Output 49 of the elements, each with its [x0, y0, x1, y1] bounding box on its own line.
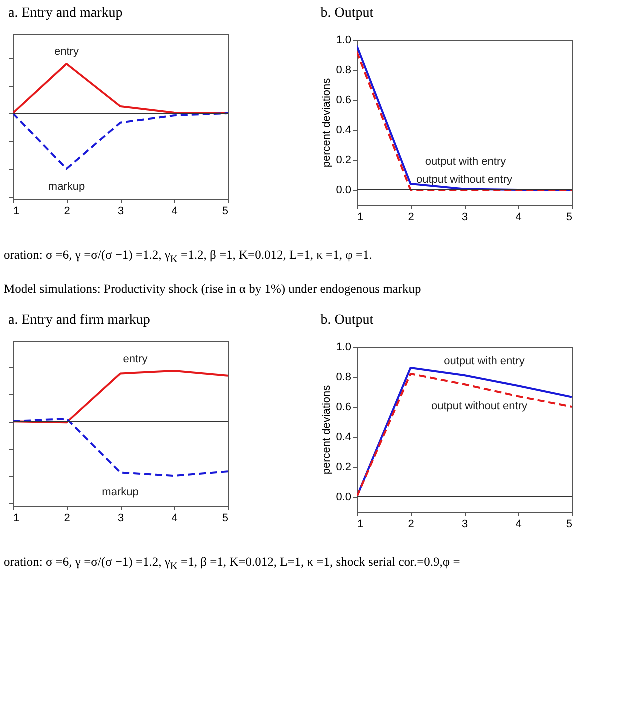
y-tick-label: 0.4: [336, 431, 352, 443]
series-label: markup: [48, 181, 86, 193]
text: oration: σ =6, γ =σ/(σ −1) =1.2, γ$_{K}$ =1, β =1, K=0.012, L=1, κ =1, shock serial cor.=0.9,φ =: [3, 554, 462, 574]
x-tick-label: 2: [408, 212, 414, 224]
series-label: output with entry: [425, 156, 507, 168]
x-tick-label: 3: [462, 212, 468, 224]
y-axis-title: percent deviations: [321, 384, 334, 474]
series-label: output with entry: [444, 355, 526, 367]
x-tick-label: 1: [14, 512, 20, 524]
chart-title: a. Entry and firm markup: [8, 312, 150, 328]
y-tick-label: 0.8: [336, 64, 352, 76]
series-label: output without entry: [431, 400, 528, 412]
x-tick-label: 3: [118, 206, 124, 218]
x-tick-label: 4: [172, 206, 178, 218]
x-tick-label: 2: [408, 518, 414, 530]
x-tick-label: 1: [358, 518, 364, 530]
y-tick-label: 0.4: [336, 124, 352, 136]
chart-title: b. Output: [320, 6, 374, 21]
x-tick-label: 3: [462, 518, 468, 530]
x-tick-label: 4: [516, 518, 522, 530]
x-tick-label: 1: [358, 212, 364, 224]
x-tick-label: 5: [222, 512, 228, 524]
x-tick-label: 4: [172, 512, 178, 524]
x-tick-label: 5: [566, 212, 572, 224]
y-tick-label: 1.0: [336, 341, 352, 353]
y-tick-label: 0.6: [336, 94, 352, 106]
y-tick-label: 1.0: [336, 34, 352, 46]
x-tick-label: 1: [14, 206, 20, 218]
x-tick-label: 4: [516, 212, 522, 224]
y-tick-label: 0.6: [336, 401, 352, 413]
x-tick-label: 5: [222, 206, 228, 218]
y-tick-label: 0.2: [336, 154, 352, 166]
x-tick-label: 2: [64, 512, 70, 524]
y-tick-label: 0.0: [336, 491, 352, 503]
y-tick-label: 0.2: [336, 461, 352, 473]
series-label: entry: [123, 353, 148, 366]
chart-title: b. Output: [320, 312, 374, 328]
x-tick-label: 2: [64, 206, 70, 218]
y-tick-label: 0.0: [336, 184, 352, 196]
text: Model simulations: Productivity shock (rise in α by 1%) under endogenous markup: [3, 280, 422, 298]
series-label: markup: [102, 486, 139, 498]
series-label: output without entry: [416, 174, 513, 186]
x-tick-label: 3: [118, 512, 124, 524]
x-tick-label: 5: [566, 518, 572, 530]
text: oration: σ =6, γ =σ/(σ −1) =1.2, γ$_{K}$ =1.2, β =1, K=0.012, L=1, κ =1, φ =1.: [3, 247, 374, 268]
series-label: entry: [54, 46, 80, 58]
chart-title: a. Entry and markup: [8, 6, 123, 21]
y-axis-title: percent deviations: [321, 78, 334, 168]
y-tick-label: 0.8: [336, 371, 352, 383]
